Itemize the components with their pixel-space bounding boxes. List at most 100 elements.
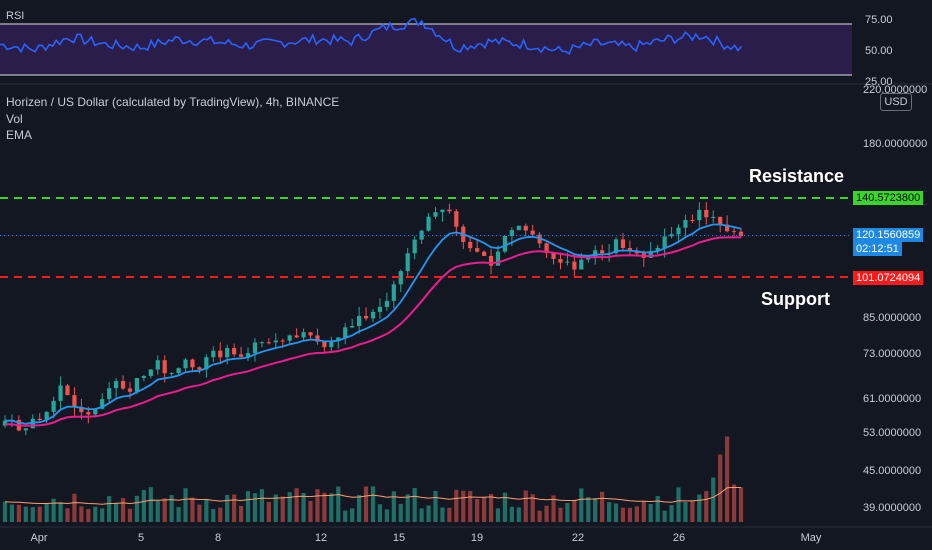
volume-bar — [613, 503, 619, 522]
volume-bar — [2, 501, 8, 522]
support-price-badge: 101.0724094 — [853, 271, 924, 285]
volume-bar — [634, 506, 639, 522]
ema-fast-line — [4, 223, 742, 425]
volume-bar — [488, 494, 494, 522]
volume-bar — [405, 494, 410, 522]
candle-body — [273, 340, 278, 343]
volume-bar — [648, 504, 653, 522]
volume-bar — [676, 487, 681, 522]
candle-body — [530, 230, 535, 235]
volume-bar — [704, 491, 709, 522]
volume-bar — [669, 505, 674, 522]
candle-body — [725, 224, 730, 232]
price-tick-label: 45.0000000 — [863, 465, 921, 477]
candle-body — [718, 216, 723, 225]
volume-bar — [502, 492, 508, 522]
countdown-badge: 02:12:51 — [853, 242, 902, 256]
candle-body — [51, 400, 56, 412]
candle-body — [419, 230, 424, 240]
time-tick-label: 8 — [215, 532, 221, 544]
time-tick-label: 26 — [673, 532, 685, 544]
volume-bar — [336, 486, 341, 522]
candle-body — [475, 248, 480, 252]
volume-bar — [426, 505, 431, 522]
volume-bar — [551, 495, 556, 522]
price-tick-label: 85.0000000 — [863, 312, 921, 324]
candle-body — [113, 381, 119, 389]
candle-body — [613, 239, 619, 254]
candle-body — [363, 315, 369, 319]
candle-body — [676, 227, 681, 235]
candle-body — [412, 239, 417, 254]
volume-bar — [266, 501, 271, 522]
volume-bar — [252, 493, 258, 522]
volume-bar — [690, 500, 695, 522]
candle-body — [600, 250, 605, 254]
volume-bar — [113, 502, 119, 522]
volume-bar — [565, 503, 570, 522]
volume-bar — [183, 488, 188, 522]
volume-bar — [509, 506, 514, 522]
candle-body — [357, 315, 362, 327]
candle-body — [225, 347, 230, 358]
volume-bar — [558, 507, 563, 522]
price-tick-label: 73.0000000 — [863, 348, 921, 360]
ema-indicator-label[interactable]: EMA — [6, 128, 33, 142]
volume-bars — [2, 436, 744, 522]
candle-body — [405, 253, 410, 272]
main-price-panel — [0, 196, 852, 436]
time-tick-label: 5 — [138, 532, 144, 544]
price-tick-label: 39.0000000 — [863, 502, 921, 514]
volume-bar — [211, 509, 216, 522]
candle-body — [384, 300, 389, 307]
candle-body — [662, 236, 667, 248]
volume-bar — [315, 489, 320, 522]
candle-body — [169, 373, 174, 375]
candle-body — [704, 209, 709, 218]
volume-bar — [273, 494, 278, 522]
candle-body — [155, 360, 160, 370]
volume-bar — [593, 497, 598, 522]
candle-body — [148, 369, 153, 376]
volume-bar — [134, 495, 140, 522]
candle-body — [516, 225, 521, 231]
candle-body — [211, 350, 216, 358]
volume-bar — [377, 504, 383, 522]
volume-bar — [51, 498, 56, 522]
time-tick-label: Apr — [30, 532, 47, 544]
price-tick-label: 53.0000000 — [863, 427, 921, 439]
candle-body — [481, 251, 487, 256]
candle-body — [350, 326, 355, 328]
candle-body — [440, 209, 445, 213]
candle-body — [315, 335, 320, 342]
candle-body — [544, 243, 549, 254]
volume-bar — [412, 488, 417, 522]
currency-button[interactable]: USD — [880, 93, 912, 111]
volume-ma-line — [4, 487, 741, 505]
candle-body — [107, 388, 112, 400]
candle-body — [454, 211, 459, 227]
volume-bar — [148, 487, 153, 522]
vol-indicator-label[interactable]: Vol — [6, 112, 23, 126]
volume-bar — [718, 454, 723, 522]
candle-body — [218, 350, 223, 358]
candle-body — [683, 219, 688, 228]
volume-bar — [197, 504, 202, 522]
volume-bar — [711, 477, 716, 522]
candle-body — [204, 357, 209, 370]
volume-bar — [280, 496, 285, 522]
candle-body — [572, 261, 577, 270]
volume-bar — [447, 507, 452, 522]
symbol-title: Horizen / US Dollar (calculated by Tradi… — [6, 95, 340, 109]
volume-bar — [586, 497, 591, 522]
candle-body — [648, 250, 653, 258]
candle-body — [488, 255, 494, 266]
volume-bar — [468, 490, 473, 522]
volume-bar — [308, 500, 313, 522]
volume-bar — [329, 493, 334, 522]
volume-bar — [9, 504, 15, 522]
volume-bar — [461, 490, 466, 522]
volume-bar — [65, 508, 70, 522]
volume-bar — [343, 510, 348, 522]
